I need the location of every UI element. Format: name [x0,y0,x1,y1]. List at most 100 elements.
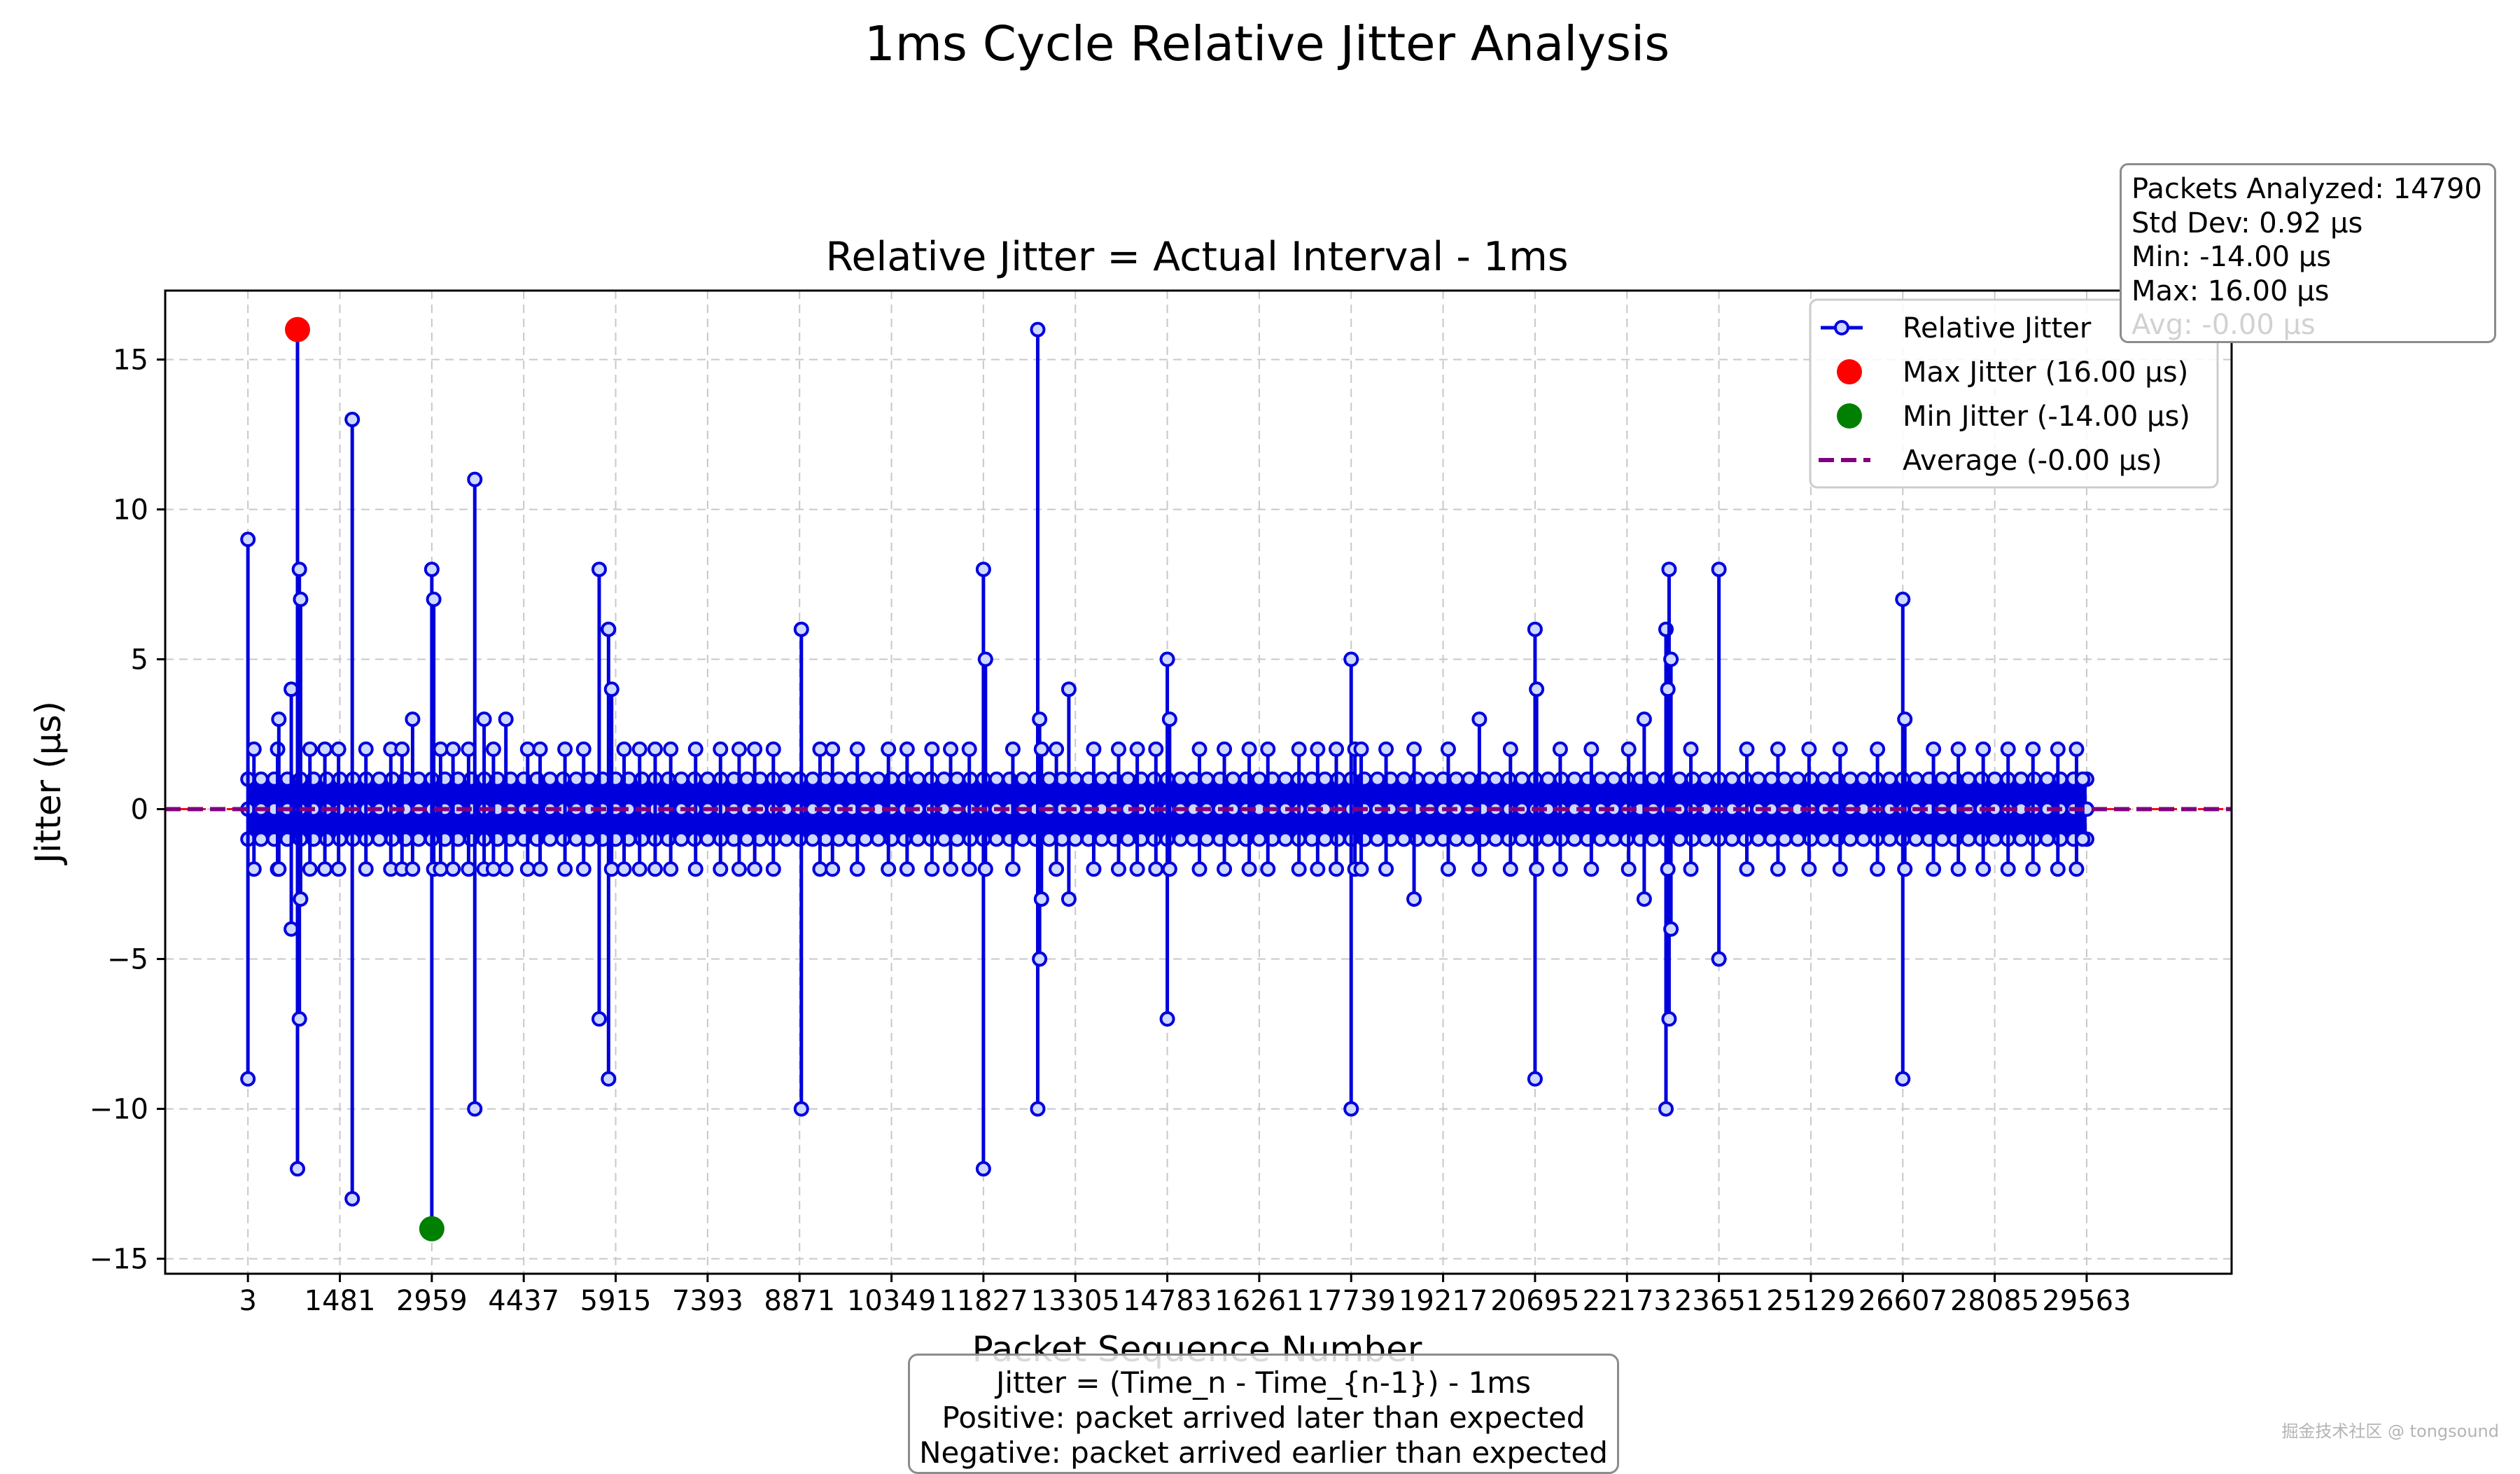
jitter-point [293,591,309,607]
jitter-point [1241,741,1257,757]
jitter-point [1711,951,1727,967]
legend-label-average: Average (-0.00 μs) [1903,445,2162,477]
jitter-point [2050,741,2066,757]
baseline-point [2039,831,2055,847]
baseline-point [778,771,794,787]
baseline-point [1685,831,1701,847]
baseline-point [1015,831,1031,847]
jitter-point [849,741,865,757]
jitter-point [1329,741,1345,757]
y-tick-label: 0 [131,794,148,826]
stats-box: Packets Analyzed: 14790 Std Dev: 0.92 μs… [2120,163,2496,343]
x-tick-label: 29563 [2042,1285,2131,1317]
baseline-point [371,831,387,847]
jitter-point [433,861,449,877]
jitter-point [1291,741,1307,757]
baseline-point [936,831,952,847]
jitter-point [2000,861,2016,877]
x-tick-label: 26607 [1858,1285,1947,1317]
stats-std-dev: Std Dev: 0.92 μs [2132,207,2363,239]
baseline-point [1396,771,1412,787]
baseline-point [660,771,676,787]
jitter-point [647,861,663,877]
jitter-point [1683,741,1699,757]
baseline-point [1698,771,1714,787]
baseline-point [1225,831,1241,847]
jitter-point [1660,681,1676,697]
jitter-point [293,891,309,907]
jitter-point [1801,861,1817,877]
watermark: 掘金技术社区 @ tongsound [2281,1421,2499,1441]
baseline-point [1540,771,1556,787]
note-negative: Negative: packet arrived earlier than ex… [919,1435,1608,1470]
baseline-point [1908,771,1924,787]
baseline-point [831,831,847,847]
jitter-point [812,741,828,757]
jitter-point [344,1190,360,1207]
jitter-point [557,861,573,877]
jitter-point [1378,741,1394,757]
baseline-point [1645,831,1661,847]
jitter-point [1832,741,1848,757]
jitter-point [1310,741,1326,757]
jitter-point [1260,861,1276,877]
jitter-point [1032,951,1048,967]
jitter-point [899,741,915,757]
baseline-point [1198,831,1214,847]
jitter-point [575,861,592,877]
jitter-point [485,741,501,757]
jitter-point [1159,1011,1175,1027]
jitter-point [591,562,607,578]
x-tick-label: 28085 [1950,1285,2039,1317]
jitter-point [271,711,287,728]
baseline-point [1567,771,1583,787]
jitter-point [1770,741,1786,757]
baseline-point [1540,831,1556,847]
baseline-point [949,771,965,787]
jitter-point [812,861,828,877]
jitter-point [1658,1101,1674,1117]
jitter-point [358,741,374,757]
baseline-point [2039,771,2055,787]
jitter-point [1161,861,1177,877]
baseline-point [1488,771,1504,787]
jitter-point [290,1161,306,1177]
baseline-point [1448,771,1464,787]
jitter-point [330,861,346,877]
baseline-point [1987,831,2003,847]
jitter-point [1032,711,1048,728]
legend-min-dot [1837,403,1862,429]
jitter-point [498,861,514,877]
legend-label-relative-jitter: Relative Jitter [1903,312,2092,345]
jitter-point [1636,711,1652,728]
jitter-point [591,1011,607,1027]
baseline-point [2013,771,2029,787]
jitter-point [1241,861,1257,877]
baseline-point [1816,831,1832,847]
jitter-point [467,471,483,487]
baseline-point [542,831,558,847]
baseline-point [1278,831,1294,847]
jitter-point [445,741,461,757]
jitter-point [731,741,747,757]
baseline-point [1908,831,1924,847]
jitter-point [1770,861,1786,877]
jitter-point [1895,1071,1911,1087]
baseline-point [1802,771,1819,787]
baseline-point [858,831,874,847]
baseline-point [804,771,820,787]
baseline-point [1698,831,1714,847]
baseline-point [555,831,571,847]
baseline-point [2052,831,2068,847]
jitter-point [1926,741,1942,757]
jitter-point [881,741,897,757]
jitter-point [793,1101,809,1117]
jitter-point [1191,861,1208,877]
baseline-point [870,831,886,847]
jitter-point [1110,741,1126,757]
baseline-point [1777,771,1793,787]
jitter-point [1620,741,1637,757]
baseline-point [988,771,1004,787]
jitter-point [1260,741,1276,757]
jitter-point [1471,711,1488,728]
